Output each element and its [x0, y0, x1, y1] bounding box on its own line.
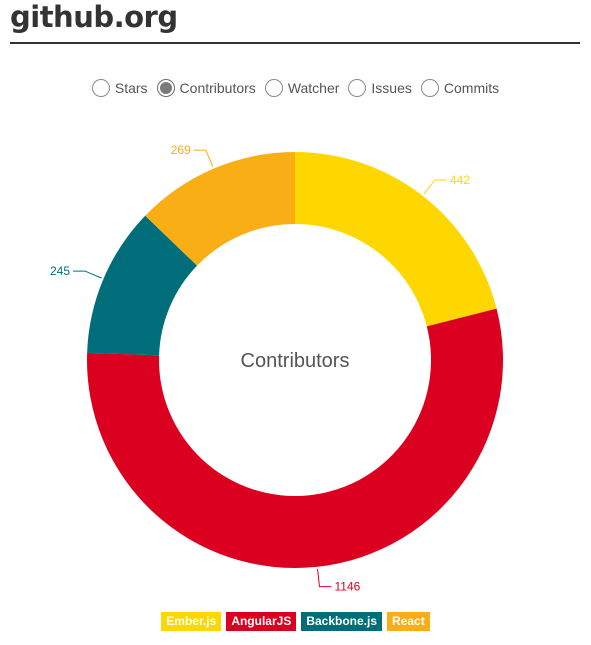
slice-leader-line	[317, 568, 332, 588]
legend-item-backbone[interactable]: Backbone.js	[301, 612, 383, 631]
radio-button-icon[interactable]	[264, 79, 283, 97]
radio-label: Issues	[371, 80, 412, 96]
radio-label: Watcher	[287, 80, 340, 96]
metric-selector: Stars Contributors Watcher Issues Commit…	[0, 79, 591, 97]
slice-react[interactable]	[145, 152, 295, 266]
legend-item-ember[interactable]: Ember.js	[161, 612, 222, 631]
radio-button-icon[interactable]	[91, 79, 110, 97]
radio-button-icon[interactable]	[348, 79, 367, 97]
slice-leader-line	[423, 179, 447, 195]
legend-item-react[interactable]: React	[387, 612, 430, 631]
donut-chart: 442 1146 245 269 Contributors	[50, 143, 504, 594]
slice-value-label: 245	[50, 264, 70, 278]
radio-button-icon[interactable]	[420, 79, 439, 97]
radio-label: Stars	[114, 80, 148, 96]
radio-commits[interactable]: Commits	[420, 79, 500, 97]
radio-issues[interactable]: Issues	[348, 79, 412, 97]
slice-value-label: 442	[450, 173, 470, 187]
legend-item-angularjs[interactable]: AngularJS	[226, 612, 297, 631]
title-divider	[10, 42, 580, 44]
radio-contributors[interactable]: Contributors	[156, 79, 256, 97]
slice-backbone-js[interactable]	[87, 215, 198, 356]
page-title: github.org	[10, 0, 178, 34]
slice-leader-line	[73, 270, 102, 279]
donut-center-label: Contributors	[241, 350, 350, 372]
radio-watcher[interactable]: Watcher	[264, 79, 340, 97]
slice-ember-js[interactable]	[295, 152, 497, 327]
radio-stars[interactable]: Stars	[91, 79, 148, 97]
radio-label: Commits	[443, 80, 500, 96]
slice-value-label: 1146	[334, 580, 360, 594]
radio-button-icon[interactable]	[156, 79, 175, 97]
chart-legend: Ember.js AngularJS Backbone.js React	[0, 612, 591, 631]
slice-leader-line	[193, 149, 214, 167]
radio-label: Contributors	[179, 80, 256, 96]
slice-angularjs[interactable]	[86, 308, 504, 568]
slice-value-label: 269	[171, 143, 191, 157]
